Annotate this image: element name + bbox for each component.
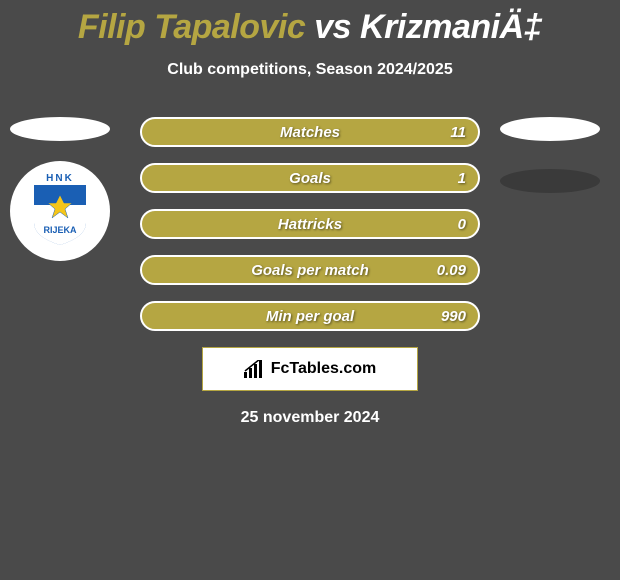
player1-name: Filip Tapalovic (78, 8, 305, 46)
right-column (500, 117, 600, 193)
badge-arc-text: HNK (20, 173, 100, 184)
vs-text: vs (314, 8, 351, 46)
stat-bar-goals: Goals 1 (140, 163, 480, 193)
stat-value: 0.09 (437, 262, 466, 279)
stat-bar-hattricks: Hattricks 0 (140, 209, 480, 239)
stat-value: 0 (458, 216, 466, 233)
player2-oval (500, 117, 600, 141)
stat-bar-min-per-goal: Min per goal 990 (140, 301, 480, 331)
stat-bar-matches: Matches 11 (140, 117, 480, 147)
stat-label: Min per goal (142, 308, 478, 325)
date-text: 25 november 2024 (0, 409, 620, 427)
player1-oval (10, 117, 110, 141)
stats-container: Matches 11 Goals 1 Hattricks 0 Goals per… (140, 117, 480, 331)
stat-label: Hattricks (142, 216, 478, 233)
player2-club-oval (500, 169, 600, 193)
club-badge: HNK RIJEKA (10, 161, 110, 261)
brand-box[interactable]: FcTables.com (202, 347, 418, 391)
stat-value: 990 (441, 308, 466, 325)
stat-label: Goals (142, 170, 478, 187)
subtitle: Club competitions, Season 2024/2025 (0, 61, 620, 79)
page-title: Filip Tapalovic vs KrizmaniÄ‡ (0, 0, 620, 47)
brand-text: FcTables.com (271, 360, 377, 378)
stat-bar-goals-per-match: Goals per match 0.09 (140, 255, 480, 285)
stat-value: 11 (450, 124, 466, 141)
shield-icon: RIJEKA (34, 185, 86, 245)
left-column: HNK RIJEKA (10, 117, 120, 261)
stat-label: Matches (142, 124, 478, 141)
stat-value: 1 (458, 170, 466, 187)
badge-name-text: RIJEKA (43, 225, 77, 235)
stat-label: Goals per match (142, 262, 478, 279)
chart-icon (244, 360, 266, 378)
player2-name: KrizmaniÄ‡ (360, 8, 542, 46)
main-content: HNK RIJEKA Matches 11 Goals 1 Hattricks … (0, 117, 620, 331)
